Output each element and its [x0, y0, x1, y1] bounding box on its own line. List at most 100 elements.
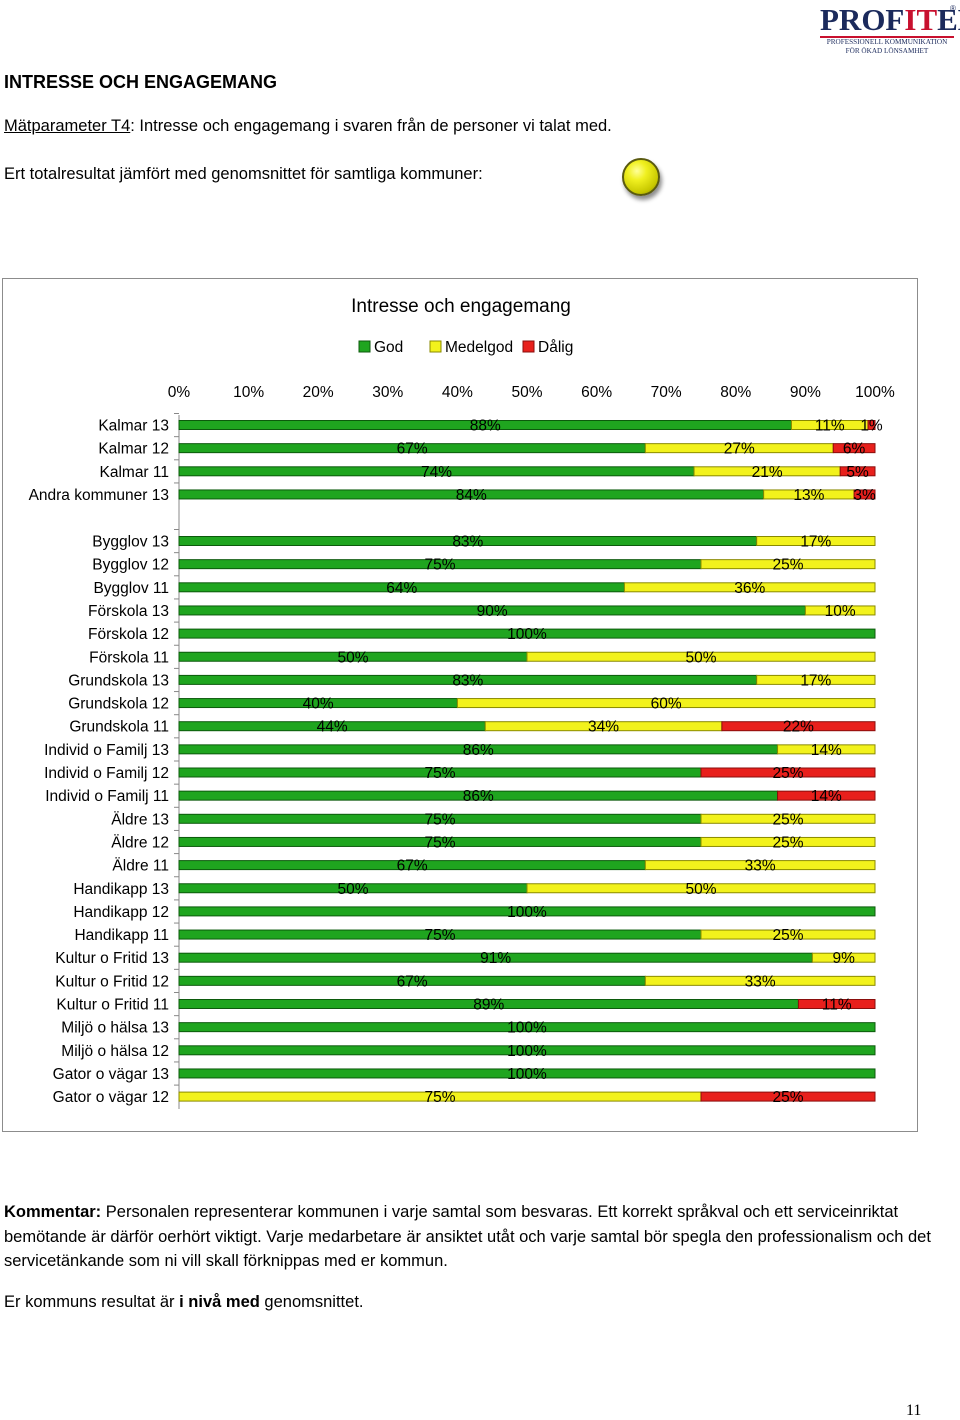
parameter-line: Mätparameter T4: Intresse och engagemang…: [4, 117, 612, 136]
row-label: Kultur o Fritid 12: [55, 973, 169, 990]
bar-medelgod: [644, 975, 876, 986]
data-label: 75%: [424, 765, 455, 782]
data-label: 67%: [397, 858, 428, 875]
data-label: 25%: [772, 765, 803, 782]
row-label: Individ o Familj 13: [44, 742, 169, 759]
data-label: 89%: [473, 997, 504, 1014]
legend-god-swatch: [358, 340, 371, 353]
row-label: Kalmar 12: [98, 441, 169, 458]
bar-dalig: [839, 466, 876, 477]
row-label: Bygglov 11: [93, 580, 169, 597]
parameter-text: : Intresse och engagemang i svaren från …: [130, 117, 612, 135]
data-label: 50%: [337, 881, 368, 898]
bar-medelgod: [644, 860, 876, 871]
comment-text: Personalen representerar kommunen i varj…: [4, 1203, 931, 1270]
row-label: Kultur o Fritid 13: [55, 950, 169, 967]
row-label: Grundskola 12: [68, 696, 169, 713]
row-label: Miljö o hälsa 12: [61, 1043, 169, 1060]
data-label: 34%: [588, 719, 619, 736]
stacked-bar-chart: Intresse och engagemang God Medelgod Dålig 0…: [29, 296, 895, 1109]
page-number: 11: [906, 1402, 922, 1419]
data-label: 50%: [685, 881, 716, 898]
bar-dalig: [700, 1091, 876, 1102]
data-label: 25%: [772, 927, 803, 944]
result-sentence: Er kommuns resultat är i nivå med genoms…: [4, 1293, 363, 1312]
registered-mark: ®: [950, 4, 956, 13]
row-label: Kalmar 11: [100, 464, 170, 481]
row-label: Förskola 13: [88, 603, 169, 620]
parameter-label: Mätparameter T4: [4, 117, 131, 135]
data-label: 10%: [825, 603, 856, 620]
row-label: Äldre 11: [112, 858, 169, 875]
row-label: Kultur o Fritid 11: [56, 997, 169, 1014]
bar-dalig: [832, 443, 876, 454]
chart-title: Intresse och engagemang: [351, 296, 571, 317]
data-label: 5%: [846, 464, 869, 481]
data-label: 27%: [724, 441, 755, 458]
data-label: 14%: [811, 742, 842, 759]
row-label: Gator o vägar 12: [53, 1089, 169, 1106]
profitel-logo: PROFITEL ® PROFESSIONELL KOMMUNIKATION F…: [820, 2, 960, 56]
row-label: Individ o Familj 12: [44, 765, 169, 782]
bar-medelgod: [804, 605, 876, 616]
data-label: 36%: [734, 580, 765, 597]
page-heading: INTRESSE OCH ENGAGEMANG: [4, 72, 278, 92]
row-label: Miljö o hälsa 13: [61, 1020, 169, 1037]
data-label: 25%: [772, 557, 803, 574]
logo-wordmark: PROFITEL: [820, 2, 960, 37]
logo-tagline-2: FÖR ÖKAD LÖNSAMHET: [845, 47, 929, 55]
data-label: 100%: [507, 904, 547, 921]
bar-medelgod: [700, 929, 876, 940]
data-label: 75%: [424, 834, 455, 851]
data-label: 13%: [793, 487, 824, 504]
data-label: 83%: [452, 672, 483, 689]
legend-medelgod: Medelgod: [445, 339, 513, 356]
row-label: Grundskola 13: [68, 672, 169, 689]
bar-medelgod: [456, 698, 876, 709]
bar-medelgod: [700, 836, 876, 847]
row-label: Grundskola 11: [69, 719, 169, 736]
data-label: 91%: [480, 950, 511, 967]
data-label: 64%: [386, 580, 417, 597]
data-label: 11%: [822, 997, 852, 1014]
data-label: 33%: [745, 858, 776, 875]
data-label: 11%: [815, 418, 845, 435]
logo-rule: [820, 36, 954, 38]
x-tick-label: 20%: [303, 384, 334, 401]
data-label: 75%: [424, 811, 455, 828]
data-label: 50%: [337, 649, 368, 666]
bar-dalig: [797, 999, 876, 1009]
logo-tagline-1: PROFESSIONELL KOMMUNIKATION: [826, 38, 948, 46]
data-label: 1%: [860, 418, 883, 435]
data-label: 90%: [477, 603, 508, 620]
data-label: 25%: [772, 1089, 803, 1106]
bar-god: [178, 1022, 876, 1033]
data-label: 50%: [685, 649, 716, 666]
data-label: 75%: [424, 1089, 455, 1106]
row-label: Handikapp 12: [73, 904, 169, 921]
data-label: 14%: [811, 788, 842, 805]
row-label: Kalmar 13: [98, 418, 169, 435]
bar-medelgod: [623, 582, 876, 593]
row-label: Förskola 12: [88, 626, 169, 643]
row-label: Bygglov 12: [92, 557, 169, 574]
legend-medelgod-swatch: [429, 340, 442, 353]
row-label: Handikapp 11: [74, 927, 169, 944]
data-label: 100%: [507, 1066, 547, 1083]
data-label: 100%: [507, 1043, 547, 1060]
data-label: 44%: [317, 719, 348, 736]
x-tick-label: 90%: [790, 384, 821, 401]
bar-dalig: [721, 721, 876, 732]
data-label: 21%: [752, 464, 783, 481]
data-label: 60%: [651, 696, 682, 713]
x-tick-label: 40%: [442, 384, 473, 401]
bar-god: [178, 628, 876, 639]
x-tick-label: 80%: [720, 384, 751, 401]
data-label: 86%: [463, 742, 494, 759]
result-level: i nivå med: [179, 1293, 260, 1311]
x-tick-label: 30%: [372, 384, 403, 401]
row-label: Äldre 12: [111, 834, 169, 851]
data-label: 40%: [303, 696, 334, 713]
row-label: Individ o Familj 11: [45, 788, 169, 805]
bar-dalig: [853, 489, 876, 500]
